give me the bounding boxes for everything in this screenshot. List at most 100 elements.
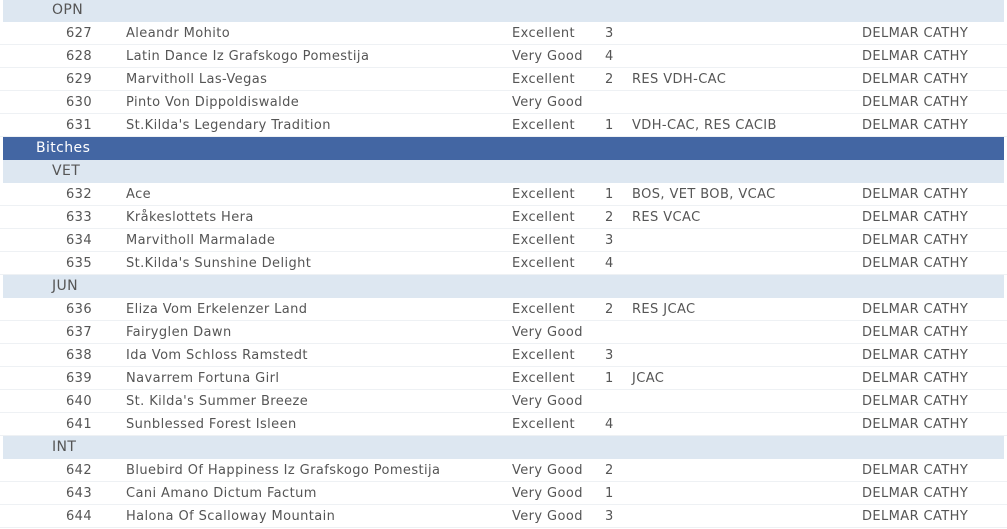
table-row: 642 Bluebird Of Happiness Iz Grafskogo Po… <box>0 459 1007 482</box>
entry-number: 644 <box>65 509 92 524</box>
grade: Very Good <box>512 95 583 110</box>
entry-number: 643 <box>65 486 92 501</box>
grade: Excellent <box>512 210 575 225</box>
class-header-label: OPN <box>52 2 84 18</box>
table-row: 631 St.Kilda's Legendary Tradition Excelle… <box>0 114 1007 137</box>
placement: 4 <box>605 417 614 432</box>
dog-name: Eliza Vom Erkelenzer Land <box>126 302 308 317</box>
judge-name: DELMAR CATHY <box>862 49 969 64</box>
awards: RES VCAC <box>632 210 701 225</box>
grade: Excellent <box>512 118 575 133</box>
group-header-label: Bitches <box>36 140 91 156</box>
grade: Very Good <box>512 325 583 340</box>
grade: Very Good <box>512 486 583 501</box>
dog-name: Pinto Von Dippoldiswalde <box>126 95 300 110</box>
entry-number: 633 <box>65 210 92 225</box>
grade: Excellent <box>512 26 575 41</box>
judge-name: DELMAR CATHY <box>862 348 969 363</box>
judge-name: DELMAR CATHY <box>862 233 969 248</box>
class-header-label: VET <box>52 163 81 179</box>
dog-name: Kråkeslottets Hera <box>126 210 254 225</box>
class-header-label: JUN <box>52 278 79 294</box>
group-header: Bitches <box>3 137 1004 160</box>
table-row: 639 Navarrem Fortuna Girl Excellent 1 JCAC DE… <box>0 367 1007 390</box>
judge-name: DELMAR CATHY <box>862 72 969 87</box>
judge-name: DELMAR CATHY <box>862 417 969 432</box>
grade: Excellent <box>512 417 575 432</box>
placement: 1 <box>605 187 614 202</box>
table-row: 632 Ace Excellent 1 BOS, VET BOB, VCAC DELMAR… <box>0 183 1007 206</box>
class-header: JUN <box>3 275 1004 298</box>
dog-name: Halona Of Scalloway Mountain <box>126 509 336 524</box>
entry-number: 640 <box>65 394 92 409</box>
class-header-label: INT <box>52 439 77 455</box>
dog-name: Marvitholl Las-Vegas <box>126 72 268 87</box>
grade: Very Good <box>512 509 583 524</box>
grade: Excellent <box>512 302 575 317</box>
dog-name: St. Kilda's Summer Breeze <box>126 394 309 409</box>
table-row: 644 Halona Of Scalloway Mountain Very Good… <box>0 505 1007 528</box>
entry-number: 638 <box>65 348 92 363</box>
dog-name: Fairyglen Dawn <box>126 325 232 340</box>
dog-name: Navarrem Fortuna Girl <box>126 371 280 386</box>
entry-number: 641 <box>65 417 92 432</box>
dog-name: Latin Dance Iz Grafskogo Pomestija <box>126 49 370 64</box>
table-row: 633 Kråkeslottets Hera Excellent 2 RES VCAC D… <box>0 206 1007 229</box>
table-row: 629 Marvitholl Las-Vegas Excellent 2 RES VDH… <box>0 68 1007 91</box>
table-row: 634 Marvitholl Marmalade Excellent 3 DELMAR … <box>0 229 1007 252</box>
entry-number: 634 <box>65 233 92 248</box>
placement: 4 <box>605 256 614 271</box>
entry-number: 642 <box>65 463 92 478</box>
table-row: 638 Ida Vom Schloss Ramstedt Excellent 3 DEL… <box>0 344 1007 367</box>
grade: Very Good <box>512 463 583 478</box>
judge-name: DELMAR CATHY <box>862 463 969 478</box>
table-row: 641 Sunblessed Forest Isleen Excellent 4 DEL… <box>0 413 1007 436</box>
table-row: 643 Cani Amano Dictum Factum Very Good 1 DEL… <box>0 482 1007 505</box>
table-row: 640 St. Kilda's Summer Breeze Very Good DEL… <box>0 390 1007 413</box>
placement: 2 <box>605 72 614 87</box>
entry-number: 627 <box>65 26 92 41</box>
entry-number: 636 <box>65 302 92 317</box>
grade: Excellent <box>512 348 575 363</box>
grade: Excellent <box>512 187 575 202</box>
awards: JCAC <box>632 371 665 386</box>
dog-name: Bluebird Of Happiness Iz Grafskogo Pomes… <box>126 463 441 478</box>
grade: Excellent <box>512 233 575 248</box>
table-row: 637 Fairyglen Dawn Very Good DELMAR CATHY <box>0 321 1007 344</box>
entry-number: 631 <box>65 118 92 133</box>
dog-name: Ace <box>126 187 152 202</box>
entry-number: 635 <box>65 256 92 271</box>
class-header: INT <box>3 436 1004 459</box>
placement: 2 <box>605 463 614 478</box>
entry-number: 639 <box>65 371 92 386</box>
placement: 4 <box>605 49 614 64</box>
dog-name: Ida Vom Schloss Ramstedt <box>126 348 308 363</box>
grade: Excellent <box>512 371 575 386</box>
grade: Very Good <box>512 394 583 409</box>
table-row: 628 Latin Dance Iz Grafskogo Pomestija Ver… <box>0 45 1007 68</box>
placement: 3 <box>605 348 614 363</box>
judge-name: DELMAR CATHY <box>862 256 969 271</box>
table-row: 636 Eliza Vom Erkelenzer Land Excellent 2 RE… <box>0 298 1007 321</box>
dog-name: Sunblessed Forest Isleen <box>126 417 297 432</box>
table-row: 635 St.Kilda's Sunshine Delight Excellent 4… <box>0 252 1007 275</box>
placement: 1 <box>605 371 614 386</box>
placement: 1 <box>605 486 614 501</box>
awards: RES JCAC <box>632 302 696 317</box>
placement: 3 <box>605 233 614 248</box>
judge-name: DELMAR CATHY <box>862 302 969 317</box>
dog-name: St.Kilda's Legendary Tradition <box>126 118 331 133</box>
awards: BOS, VET BOB, VCAC <box>632 187 776 202</box>
grade: Very Good <box>512 49 583 64</box>
judge-name: DELMAR CATHY <box>862 486 969 501</box>
grade: Excellent <box>512 256 575 271</box>
judge-name: DELMAR CATHY <box>862 118 969 133</box>
placement: 1 <box>605 118 614 133</box>
placement: 2 <box>605 210 614 225</box>
judge-name: DELMAR CATHY <box>862 187 969 202</box>
class-header: VET <box>3 160 1004 183</box>
entry-number: 629 <box>65 72 92 87</box>
judge-name: DELMAR CATHY <box>862 509 969 524</box>
entry-number: 628 <box>65 49 92 64</box>
